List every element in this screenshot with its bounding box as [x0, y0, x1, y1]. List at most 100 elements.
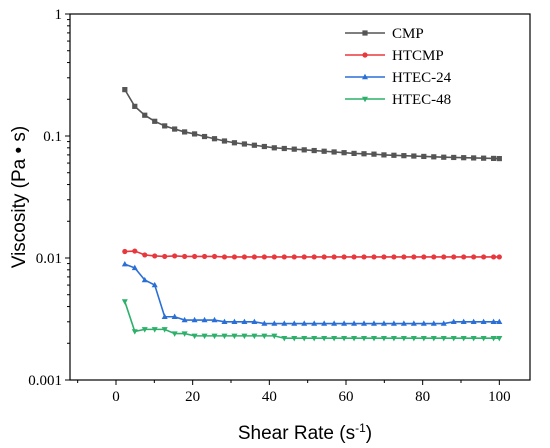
data-point-htec-24: [450, 318, 457, 324]
data-point-htcmp: [311, 254, 317, 260]
x-tick-label: 20: [185, 389, 200, 405]
data-point-cmp: [211, 136, 218, 142]
data-point-htec-48: [460, 336, 467, 342]
data-point-htec-48: [231, 333, 238, 340]
data-point-cmp: [162, 123, 168, 129]
data-point-htec-48: [321, 336, 328, 342]
data-point-htec-48: [141, 327, 148, 333]
data-point-htec-48: [311, 336, 318, 342]
data-point-cmp: [182, 129, 188, 135]
data-point-htec-48: [121, 299, 128, 305]
y-axis-title: Viscosity (Pa • s): [9, 126, 30, 269]
data-point-htcmp: [451, 254, 457, 260]
data-point-htcmp: [461, 254, 467, 260]
x-axis-ticks: 0 20 40 60 80 100: [77, 380, 511, 405]
data-point-cmp: [122, 87, 128, 93]
data-point-htec-48: [410, 336, 417, 342]
data-point-htcmp: [191, 253, 198, 260]
data-point-htec-24: [430, 320, 437, 326]
data-point-htec-24: [440, 320, 447, 326]
data-point-htcmp: [411, 254, 417, 260]
data-point-htec-48: [430, 336, 437, 342]
data-point-htcmp: [172, 253, 178, 259]
data-point-htec-48: [161, 327, 168, 333]
data-point-htec-48: [390, 336, 397, 342]
data-point-cmp: [471, 155, 477, 161]
legend-item-htcmp: HTCMP: [345, 48, 444, 64]
data-point-htec-48: [370, 336, 377, 342]
legend-marker: [362, 96, 368, 103]
data-point-cmp: [421, 153, 427, 160]
series-cmp: [122, 87, 502, 162]
data-point-htcmp: [341, 254, 347, 260]
data-point-htcmp: [221, 254, 228, 260]
x-tick-label: 100: [488, 389, 511, 405]
data-point-cmp: [231, 140, 238, 146]
data-point-cmp: [271, 145, 277, 151]
data-point-htec-24: [321, 320, 328, 326]
legend: CMP HTCMP HTEC-24 HTEC-48: [345, 26, 452, 108]
data-point-htec-24: [141, 276, 148, 283]
data-point-htcmp: [301, 254, 307, 260]
data-point-cmp: [221, 138, 228, 144]
data-point-htcmp: [496, 254, 502, 260]
data-point-htec-24: [241, 318, 248, 324]
legend-item-cmp: CMP: [345, 26, 424, 42]
legend-label: HTEC-24: [392, 70, 452, 86]
data-point-htec-48: [271, 333, 278, 340]
data-point-htec-48: [440, 336, 447, 342]
data-point-htec-48: [470, 336, 477, 342]
data-point-htcmp: [132, 248, 138, 254]
legend-item-htec-48: HTEC-48: [345, 92, 451, 108]
data-point-cmp: [381, 152, 387, 158]
data-point-htec-24: [490, 318, 497, 324]
data-point-htec-24: [121, 260, 128, 267]
data-point-cmp: [496, 155, 502, 162]
data-point-htec-24: [390, 320, 397, 326]
data-point-htec-24: [331, 320, 338, 326]
data-point-htec-48: [281, 336, 288, 342]
data-point-htec-24: [460, 318, 467, 324]
data-point-htcmp: [371, 254, 377, 260]
data-point-htcmp: [261, 254, 267, 260]
data-point-cmp: [142, 112, 148, 118]
data-point-cmp: [361, 151, 367, 157]
data-point-cmp: [132, 103, 138, 109]
data-point-htcmp: [281, 254, 287, 260]
data-point-cmp: [481, 155, 487, 161]
data-point-htcmp: [391, 254, 397, 260]
data-point-htcmp: [122, 248, 128, 255]
data-point-cmp: [391, 152, 397, 158]
data-point-htcmp: [241, 254, 248, 260]
data-point-htec-24: [496, 318, 503, 324]
data-point-cmp: [490, 155, 497, 162]
data-point-htec-48: [251, 333, 258, 340]
series-htcmp: [122, 248, 502, 260]
legend-item-htec-24: HTEC-24: [345, 70, 452, 86]
data-point-htec-24: [211, 316, 218, 323]
data-point-htcmp: [381, 254, 387, 260]
data-point-htec-24: [361, 320, 368, 326]
data-point-htec-48: [171, 331, 178, 337]
data-point-htec-24: [261, 320, 268, 326]
data-point-htec-48: [261, 333, 268, 340]
legend-label: CMP: [392, 26, 424, 42]
data-point-htec-48: [450, 336, 457, 342]
data-point-cmp: [261, 143, 267, 150]
data-point-cmp: [172, 126, 178, 132]
data-point-htec-48: [131, 329, 138, 335]
data-point-htec-24: [221, 318, 228, 324]
y-tick-label: 0.1: [43, 129, 62, 145]
data-point-htec-24: [420, 320, 427, 326]
series-line-htec-48: [124, 301, 500, 340]
data-point-cmp: [241, 141, 248, 147]
x-tick-label: 0: [112, 389, 120, 405]
data-point-htcmp: [331, 254, 337, 260]
data-point-htec-48: [480, 336, 487, 342]
y-axis-ticks: 0.001 0.01 0.1 1: [28, 7, 70, 389]
legend-label: HTCMP: [392, 48, 444, 64]
data-point-htcmp: [211, 253, 218, 260]
x-tick-label: 80: [415, 389, 430, 405]
data-point-htec-24: [480, 318, 487, 324]
